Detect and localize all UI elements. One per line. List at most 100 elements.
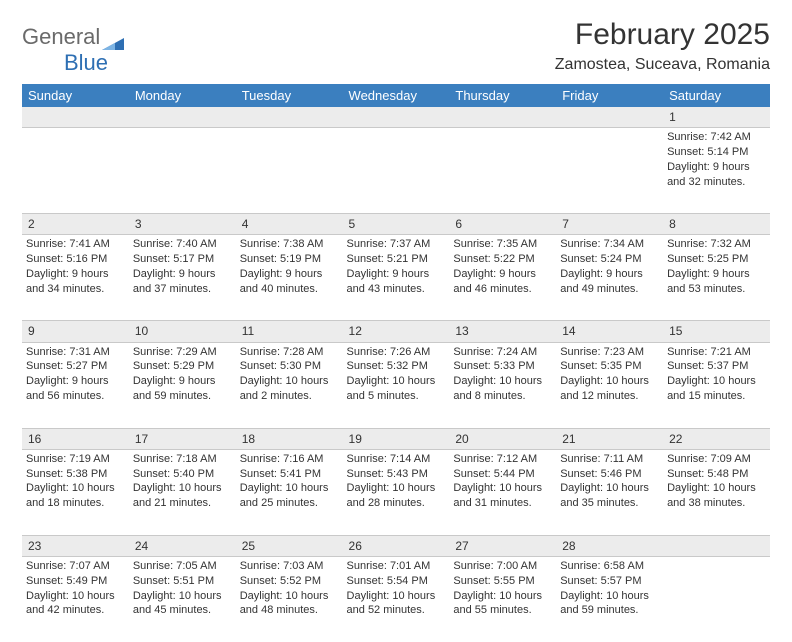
daylight-text: and 38 minutes. [667, 496, 766, 511]
day-detail-cell [449, 128, 556, 214]
day-number-cell: 16 [22, 428, 129, 449]
daylight-text: and 55 minutes. [453, 603, 552, 618]
weekday-header: Sunday [22, 84, 129, 107]
daylight-text: Daylight: 10 hours [347, 374, 446, 389]
day-detail-cell [343, 128, 450, 214]
daylight-text: Daylight: 10 hours [26, 589, 125, 604]
day-number-cell: 1 [663, 107, 770, 128]
day-detail-cell: Sunrise: 7:12 AMSunset: 5:44 PMDaylight:… [449, 449, 556, 535]
sunrise-text: Sunrise: 7:38 AM [240, 237, 339, 252]
day-number-cell: 15 [663, 321, 770, 342]
daylight-text: and 59 minutes. [560, 603, 659, 618]
weekday-header: Tuesday [236, 84, 343, 107]
day-detail-row: Sunrise: 7:31 AMSunset: 5:27 PMDaylight:… [22, 342, 770, 428]
day-number-row: 232425262728 [22, 535, 770, 556]
sunset-text: Sunset: 5:54 PM [347, 574, 446, 589]
daylight-text: Daylight: 9 hours [133, 267, 232, 282]
sunrise-text: Sunrise: 7:21 AM [667, 345, 766, 360]
daylight-text: Daylight: 9 hours [240, 267, 339, 282]
daylight-text: Daylight: 10 hours [240, 589, 339, 604]
day-detail-row: Sunrise: 7:07 AMSunset: 5:49 PMDaylight:… [22, 556, 770, 642]
sunset-text: Sunset: 5:44 PM [453, 467, 552, 482]
daylight-text: and 12 minutes. [560, 389, 659, 404]
day-detail-cell: Sunrise: 7:16 AMSunset: 5:41 PMDaylight:… [236, 449, 343, 535]
daylight-text: and 5 minutes. [347, 389, 446, 404]
weekday-header: Saturday [663, 84, 770, 107]
day-detail-cell: Sunrise: 7:05 AMSunset: 5:51 PMDaylight:… [129, 556, 236, 642]
calendar-header-row: Sunday Monday Tuesday Wednesday Thursday… [22, 84, 770, 107]
day-detail-cell: Sunrise: 6:58 AMSunset: 5:57 PMDaylight:… [556, 556, 663, 642]
day-number-cell: 20 [449, 428, 556, 449]
sunset-text: Sunset: 5:19 PM [240, 252, 339, 267]
sunset-text: Sunset: 5:14 PM [667, 145, 766, 160]
day-detail-cell [236, 128, 343, 214]
day-number-cell [236, 107, 343, 128]
sunset-text: Sunset: 5:55 PM [453, 574, 552, 589]
sunset-text: Sunset: 5:33 PM [453, 359, 552, 374]
daylight-text: Daylight: 10 hours [560, 481, 659, 496]
header: GeneralBlue February 2025 Zamostea, Suce… [22, 18, 770, 76]
sunrise-text: Sunrise: 7:12 AM [453, 452, 552, 467]
day-detail-cell: Sunrise: 7:14 AMSunset: 5:43 PMDaylight:… [343, 449, 450, 535]
day-number-cell [22, 107, 129, 128]
sunset-text: Sunset: 5:52 PM [240, 574, 339, 589]
daylight-text: and 34 minutes. [26, 282, 125, 297]
sunrise-text: Sunrise: 7:28 AM [240, 345, 339, 360]
sunrise-text: Sunrise: 7:11 AM [560, 452, 659, 467]
daylight-text: Daylight: 10 hours [667, 374, 766, 389]
daylight-text: and 25 minutes. [240, 496, 339, 511]
day-number-cell: 5 [343, 214, 450, 235]
sunrise-text: Sunrise: 7:34 AM [560, 237, 659, 252]
sunset-text: Sunset: 5:41 PM [240, 467, 339, 482]
day-number-cell: 23 [22, 535, 129, 556]
sunrise-text: Sunrise: 7:37 AM [347, 237, 446, 252]
day-detail-cell: Sunrise: 7:35 AMSunset: 5:22 PMDaylight:… [449, 235, 556, 321]
day-number-row: 1 [22, 107, 770, 128]
sunrise-text: Sunrise: 7:23 AM [560, 345, 659, 360]
daylight-text: Daylight: 10 hours [347, 589, 446, 604]
day-detail-row: Sunrise: 7:19 AMSunset: 5:38 PMDaylight:… [22, 449, 770, 535]
day-number-cell: 8 [663, 214, 770, 235]
day-number-cell: 4 [236, 214, 343, 235]
daylight-text: and 46 minutes. [453, 282, 552, 297]
sunset-text: Sunset: 5:48 PM [667, 467, 766, 482]
daylight-text: Daylight: 10 hours [453, 589, 552, 604]
daylight-text: and 43 minutes. [347, 282, 446, 297]
sunrise-text: Sunrise: 6:58 AM [560, 559, 659, 574]
day-detail-cell: Sunrise: 7:38 AMSunset: 5:19 PMDaylight:… [236, 235, 343, 321]
daylight-text: Daylight: 10 hours [26, 481, 125, 496]
sunrise-text: Sunrise: 7:18 AM [133, 452, 232, 467]
day-number-cell: 9 [22, 321, 129, 342]
day-detail-cell: Sunrise: 7:01 AMSunset: 5:54 PMDaylight:… [343, 556, 450, 642]
day-detail-cell [556, 128, 663, 214]
daylight-text: and 18 minutes. [26, 496, 125, 511]
sunset-text: Sunset: 5:43 PM [347, 467, 446, 482]
daylight-text: Daylight: 10 hours [667, 481, 766, 496]
calendar-page: GeneralBlue February 2025 Zamostea, Suce… [0, 0, 792, 612]
day-number-cell: 25 [236, 535, 343, 556]
day-number-cell: 10 [129, 321, 236, 342]
brand-triangle-icon [102, 34, 124, 50]
day-number-cell: 26 [343, 535, 450, 556]
daylight-text: and 35 minutes. [560, 496, 659, 511]
sunset-text: Sunset: 5:32 PM [347, 359, 446, 374]
daylight-text: and 48 minutes. [240, 603, 339, 618]
day-detail-cell: Sunrise: 7:26 AMSunset: 5:32 PMDaylight:… [343, 342, 450, 428]
day-detail-cell: Sunrise: 7:29 AMSunset: 5:29 PMDaylight:… [129, 342, 236, 428]
sunset-text: Sunset: 5:37 PM [667, 359, 766, 374]
day-number-cell: 7 [556, 214, 663, 235]
sunset-text: Sunset: 5:51 PM [133, 574, 232, 589]
sunrise-text: Sunrise: 7:16 AM [240, 452, 339, 467]
page-title: February 2025 [555, 18, 770, 52]
sunrise-text: Sunrise: 7:35 AM [453, 237, 552, 252]
sunset-text: Sunset: 5:17 PM [133, 252, 232, 267]
sunrise-text: Sunrise: 7:09 AM [667, 452, 766, 467]
sunset-text: Sunset: 5:46 PM [560, 467, 659, 482]
calendar-table: Sunday Monday Tuesday Wednesday Thursday… [22, 84, 770, 642]
day-detail-cell: Sunrise: 7:23 AMSunset: 5:35 PMDaylight:… [556, 342, 663, 428]
day-detail-cell: Sunrise: 7:24 AMSunset: 5:33 PMDaylight:… [449, 342, 556, 428]
day-number-cell: 3 [129, 214, 236, 235]
day-detail-cell: Sunrise: 7:42 AMSunset: 5:14 PMDaylight:… [663, 128, 770, 214]
day-number-cell [449, 107, 556, 128]
sunrise-text: Sunrise: 7:31 AM [26, 345, 125, 360]
